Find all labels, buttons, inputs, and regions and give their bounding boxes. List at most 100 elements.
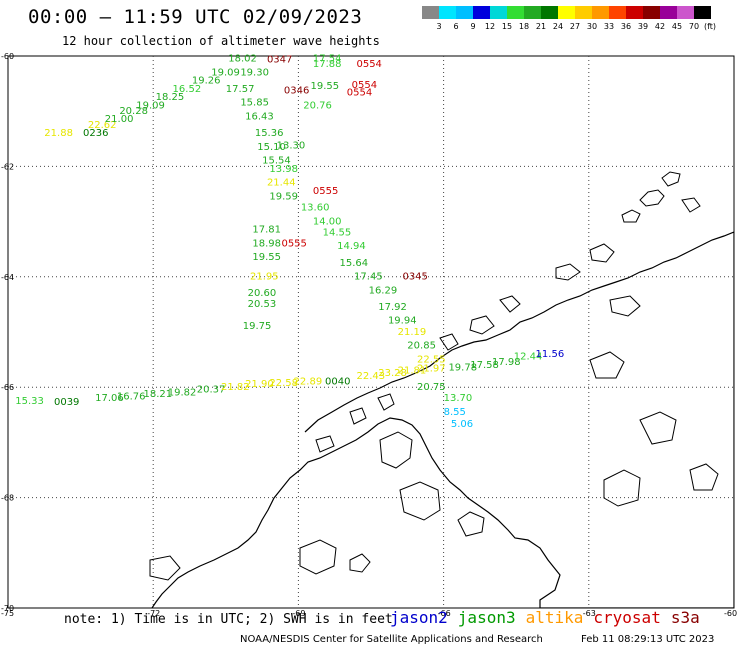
- lon-tick-label: -60: [724, 609, 737, 618]
- color-scale-tick: 24: [553, 22, 563, 31]
- color-scale-tick: 42: [655, 22, 665, 31]
- wave-height-label: 22.62: [88, 120, 117, 131]
- color-scale-swatch: [473, 6, 490, 19]
- wave-height-label: 17.58: [470, 360, 499, 371]
- wave-height-label: 16.52: [173, 84, 202, 95]
- pass-time-label: 0236: [83, 128, 108, 139]
- color-scale-unit: (ft): [704, 22, 716, 31]
- legend-s3a: s3a: [670, 608, 700, 627]
- coastline: [149, 171, 734, 608]
- wave-height-label: 23.28: [378, 368, 407, 379]
- legend-jason3: jason3: [457, 608, 516, 627]
- wave-height-label: 18.98: [252, 238, 281, 249]
- wave-height-label: 19.55: [311, 81, 340, 92]
- pass-time-label: 0555: [281, 238, 306, 249]
- lat-tick-label: -66: [1, 383, 14, 392]
- wave-height-label: 19.09: [211, 67, 240, 78]
- wave-height-label: 17.88: [313, 59, 342, 70]
- wave-height-label: 17.98: [492, 357, 521, 368]
- wave-height-label: 19.59: [269, 192, 298, 203]
- color-scale-tick: 12: [485, 22, 495, 31]
- wave-height-label: 19.55: [252, 252, 281, 263]
- pass-time-label: 0345: [402, 272, 427, 283]
- color-scale-tick: 3: [436, 22, 441, 31]
- color-scale-swatch: [609, 6, 626, 19]
- lon-tick-label: -69: [292, 609, 305, 618]
- wave-height-label: 21.90: [245, 379, 274, 390]
- satellite-legend: jason2 jason3 altika cryosat s3a: [390, 608, 710, 627]
- wave-height-label: 19.75: [243, 321, 272, 332]
- wave-height-label: 19.78: [448, 363, 477, 374]
- wave-height-label: 22.58: [269, 378, 298, 389]
- wave-height-label: 22.89: [294, 376, 323, 387]
- color-scale-swatch: [541, 6, 558, 19]
- wave-height-label: 12.44: [514, 352, 543, 363]
- lon-tick-label: -63: [583, 609, 596, 618]
- wave-height-label: 17.45: [354, 272, 383, 283]
- wave-height-label: 13.60: [301, 203, 330, 214]
- legend-cryosat: cryosat: [593, 608, 661, 627]
- wave-height-label: 19.94: [388, 316, 417, 327]
- map-subtitle: 12 hour collection of altimeter wave hei…: [62, 34, 380, 48]
- wave-height-label: 14.94: [337, 241, 366, 252]
- pass-time-label: 0554: [352, 80, 377, 91]
- wave-height-label: 22.55: [417, 354, 446, 365]
- pass-time-label: 0040: [325, 376, 350, 387]
- color-scale-tick: 33: [604, 22, 614, 31]
- wave-height-label: 16.29: [369, 285, 398, 296]
- color-scale-swatch: [575, 6, 592, 19]
- color-scale-tick: 21: [536, 22, 546, 31]
- lon-tick-label: -75: [1, 609, 14, 618]
- legend-altika: altika: [525, 608, 584, 627]
- wave-height-label: 17.92: [378, 302, 407, 313]
- color-scale-bar: 3 6 9 12 15 18 21 24 27 30 33 36 39 42 45 70 (ft): [422, 6, 716, 31]
- wave-height-label: 21.82: [221, 382, 250, 393]
- wave-height-label: 21.00: [105, 114, 134, 125]
- wave-height-label: 16.43: [245, 111, 274, 122]
- color-scale-swatch: [422, 6, 439, 19]
- color-scale-swatch: [694, 6, 711, 19]
- color-scale-swatch: [643, 6, 660, 19]
- wave-height-label: 21.88: [44, 128, 73, 139]
- pass-time-label: 0346: [284, 86, 309, 97]
- lat-tick-label: -68: [1, 494, 14, 503]
- wave-height-label: 15.54: [262, 156, 291, 167]
- wave-height-label: 17.57: [226, 84, 255, 95]
- wave-height-label: 20.37: [197, 385, 226, 396]
- wave-height-label: 21.19: [398, 327, 427, 338]
- pass-time-label: 0555: [313, 186, 338, 197]
- wave-height-label: 17.54: [313, 54, 342, 65]
- lat-tick-label: -64: [1, 273, 14, 282]
- wave-height-label: 22.43: [356, 371, 385, 382]
- color-scale-tick: 18: [519, 22, 529, 31]
- wave-height-label: 20.28: [119, 106, 148, 117]
- wave-height-label: 20.60: [248, 288, 277, 299]
- color-scale-tick: 39: [638, 22, 648, 31]
- lon-tick-label: -72: [147, 609, 160, 618]
- credit-timestamp: Feb 11 08:29:13 UTC 2023: [581, 634, 715, 645]
- axis-tick-labels: -60 -62 -64 -66 -68 -70-75 -72 -69 -66 -63 -60: [1, 52, 737, 618]
- color-scale-tick: 15: [502, 22, 512, 31]
- wave-height-label: 21.81: [398, 365, 427, 376]
- wave-height-label: 20.53: [248, 299, 277, 310]
- color-scale-swatch: [490, 6, 507, 19]
- credit-line: NOAA/NESDIS Center for Satellite Applica…: [240, 634, 543, 645]
- wave-height-label: 15.85: [240, 98, 269, 109]
- color-scale-tick: 30: [587, 22, 597, 31]
- wave-height-label: 18.21: [144, 389, 173, 400]
- color-scale-swatch: [558, 6, 575, 19]
- lat-tick-label: -60: [1, 52, 14, 61]
- color-scale-swatch: [456, 6, 473, 19]
- wave-height-label: 18.02: [228, 54, 257, 65]
- wave-height-label: 21.97: [417, 364, 446, 375]
- map-frame: [7, 55, 735, 609]
- wave-height-label: 13.70: [444, 393, 473, 404]
- wave-height-observations: 21.88 023622.6221.0020.2819.0918.2516.521…: [15, 54, 564, 430]
- color-scale-swatch: [592, 6, 609, 19]
- wave-height-label: 19.09: [136, 100, 165, 111]
- legend-jason2: jason2: [390, 608, 448, 627]
- color-scale-tick: 9: [470, 22, 475, 31]
- wave-height-label: 13.30: [277, 141, 306, 152]
- pass-time-label: 0347: [267, 55, 292, 66]
